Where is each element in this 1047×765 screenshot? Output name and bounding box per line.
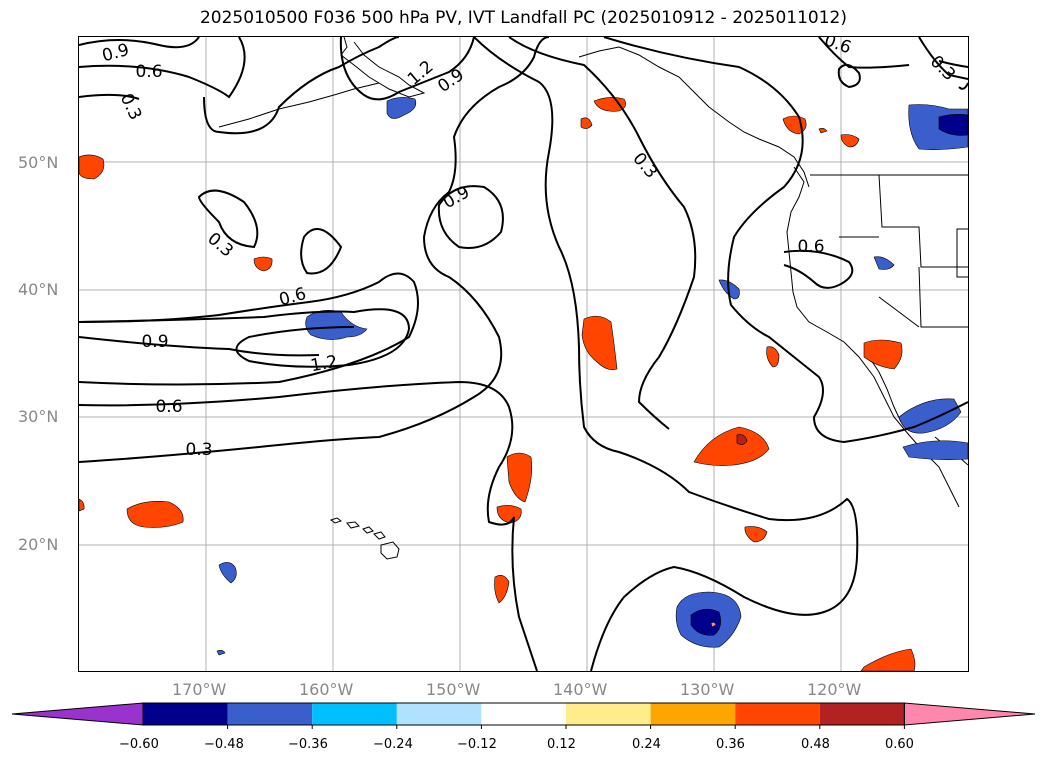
lat-label-20n: 20°N [18, 535, 59, 554]
colorbar-tick: −0.60 [119, 737, 159, 752]
colorbar-tick: −0.36 [288, 737, 328, 752]
colorbar-extend-high [903, 702, 1036, 726]
anomaly-red [744, 526, 768, 543]
anomaly-darkblue [938, 114, 968, 136]
colorbar-segment [312, 703, 397, 725]
anomaly-red [506, 452, 533, 503]
anomaly-red [79, 154, 105, 180]
contour-label: 0.6 [155, 397, 182, 417]
anomaly-red [860, 648, 916, 671]
colorbar-extend-low [11, 702, 144, 726]
contour-label: 0.9 [141, 332, 168, 352]
map-canvas: 0.9 0.6 0.3 1.2 0.9 0.6 0.3 0.9 0.3 0.6 … [79, 37, 968, 671]
lon-label-160w: 160°W [299, 680, 354, 699]
colorbar [11, 702, 1036, 729]
anomaly-blue [218, 562, 237, 584]
colorbar-segment [396, 703, 482, 725]
lat-label-50n: 50°N [18, 153, 59, 172]
contour-label: 0.3 [628, 149, 661, 183]
anomaly-blue [873, 256, 895, 270]
anomaly-red [253, 256, 273, 272]
pv-contours [79, 37, 968, 671]
map-panel[interactable]: 0.9 0.6 0.3 1.2 0.9 0.6 0.3 0.9 0.3 0.6 … [78, 36, 969, 672]
colorbar-outline [142, 702, 905, 726]
gridlines [79, 37, 968, 671]
contour-label: 1.2 [309, 352, 339, 376]
colorbar-tick: −0.48 [204, 737, 244, 752]
anomaly-red [581, 315, 618, 370]
colorbar-segments [11, 702, 1036, 729]
colorbar-segment [650, 703, 736, 725]
anomaly-blue [902, 440, 968, 460]
colorbar-segment [143, 703, 228, 725]
anomaly-darkred [736, 434, 748, 445]
contour-label: 0.6 [822, 37, 854, 58]
lon-label-150w: 150°W [426, 680, 481, 699]
lat-label-30n: 30°N [18, 407, 59, 426]
anomaly-darkblue [690, 608, 721, 636]
anomaly-red [840, 134, 860, 148]
hawaii-islands [329, 517, 400, 560]
ivt-shading [79, 97, 968, 671]
colorbar-segment [227, 703, 313, 725]
anomaly-red [593, 97, 626, 112]
anomaly-red [766, 346, 780, 368]
anomaly-blue [386, 97, 417, 119]
anomaly-red [494, 575, 510, 604]
colorbar-segment [481, 703, 566, 725]
contour-label: 0.9 [100, 40, 131, 66]
colorbar-tick: 0.36 [716, 737, 745, 752]
colorbar-tick: −0.12 [457, 737, 497, 752]
anomaly-red [126, 501, 184, 528]
colorbar-tick: 0.12 [547, 737, 576, 752]
anomaly-red [693, 426, 770, 466]
colorbar-segment [819, 703, 905, 725]
lon-label-140w: 140°W [553, 680, 608, 699]
coastlines [218, 37, 968, 508]
map-title: 2025010500 F036 500 hPa PV, IVT Landfall… [199, 8, 847, 28]
colorbar-tick: 0.24 [632, 737, 661, 752]
contour-label: 0.3 [203, 229, 237, 262]
colorbar-segment [566, 703, 651, 725]
colorbar-tick: −0.24 [373, 737, 413, 752]
anomaly-red [496, 505, 522, 524]
contour-label: 0.6 [797, 237, 824, 257]
anomaly-red [79, 498, 85, 512]
contour-labels: 0.9 0.6 0.3 1.2 0.9 0.6 0.3 0.9 0.3 0.6 … [100, 37, 959, 460]
colorbar-tick: 0.60 [885, 737, 914, 752]
lat-label-40n: 40°N [18, 280, 59, 299]
lon-label-130w: 130°W [680, 680, 735, 699]
anomaly-blue [305, 310, 368, 340]
contour-label: 0.3 [926, 52, 959, 85]
anomaly-blue [898, 398, 962, 434]
contour-label: 0.9 [434, 65, 468, 97]
anomaly-red [863, 339, 903, 370]
anomaly-pink [710, 622, 717, 628]
lon-label-170w: 170°W [172, 680, 227, 699]
colorbar-segment [735, 703, 820, 725]
contour-label: 0.6 [277, 284, 308, 310]
contour-label: 0.3 [185, 440, 212, 460]
anomaly-blue [216, 650, 226, 656]
anomaly-red [818, 128, 828, 134]
anomaly-red [580, 117, 593, 129]
contour-label: 0.6 [135, 62, 162, 82]
colorbar-tick: 0.48 [801, 737, 830, 752]
lon-label-120w: 120°W [807, 680, 862, 699]
